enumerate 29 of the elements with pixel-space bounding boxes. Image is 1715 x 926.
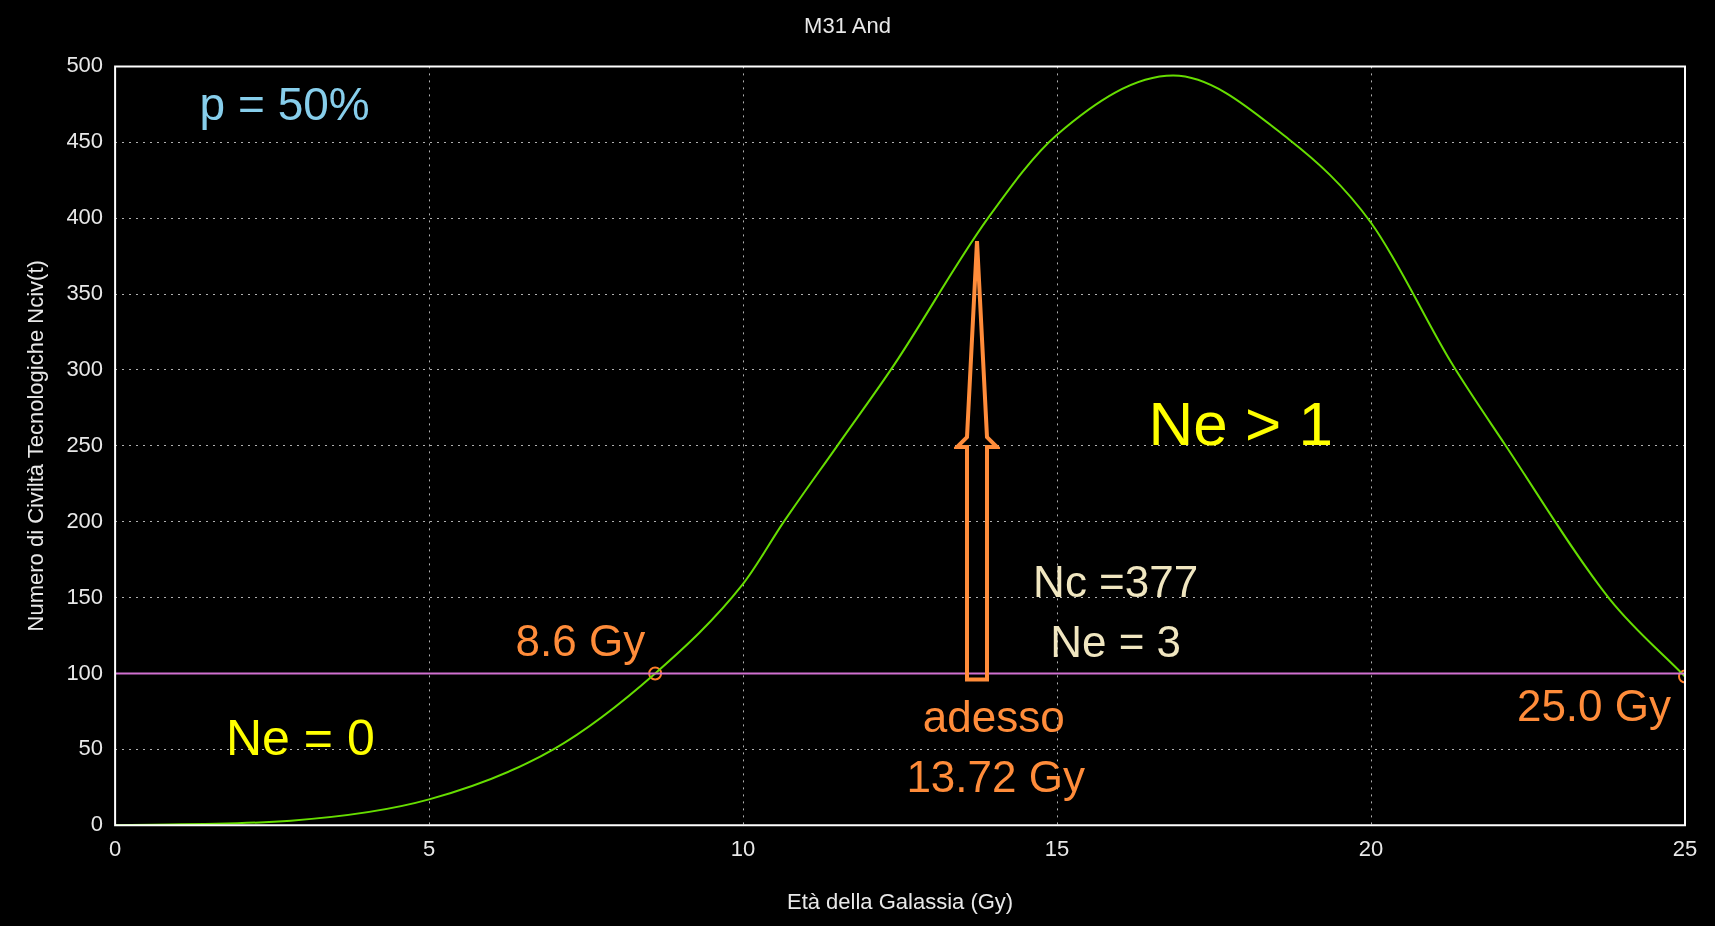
annotation: 8.6 Gy — [515, 616, 646, 666]
y-tick-label: 450 — [66, 128, 104, 154]
y-tick-label: 250 — [66, 431, 104, 457]
y-axis-title: Numero di Civiltà Tecnologiche Nciv(t) — [23, 260, 49, 632]
x-tick-label: 20 — [1358, 836, 1384, 862]
y-tick-label: 0 — [90, 811, 104, 837]
y-tick-label: 150 — [66, 583, 104, 609]
annotation: 13.72 Gy — [906, 752, 1085, 802]
x-axis-title: Età della Galassia (Gy) — [786, 888, 1014, 914]
annotation: p = 50% — [199, 77, 370, 130]
y-tick-label: 300 — [66, 355, 104, 381]
y-tick-label: 50 — [78, 735, 104, 761]
annotation: Ne > 1 — [1148, 389, 1333, 459]
x-tick-label: 25 — [1672, 836, 1698, 862]
x-tick-label: 15 — [1044, 836, 1070, 862]
annotation: adesso — [922, 692, 1065, 742]
x-tick-label: 10 — [730, 836, 756, 862]
y-tick-label: 100 — [66, 659, 104, 685]
y-tick-label: 400 — [66, 204, 104, 230]
x-tick-label: 0 — [108, 836, 122, 862]
y-tick-label: 500 — [66, 52, 104, 78]
y-tick-label: 350 — [66, 280, 104, 306]
annotation: Nc =377 — [1033, 557, 1199, 607]
annotation: Ne = 3 — [1050, 617, 1182, 667]
annotation: 25.0 Gy — [1516, 681, 1671, 731]
y-tick-label: 200 — [66, 507, 104, 533]
x-tick-label: 5 — [422, 836, 436, 862]
chart-title: M31 And — [804, 13, 891, 39]
annotation: Ne = 0 — [225, 710, 375, 767]
